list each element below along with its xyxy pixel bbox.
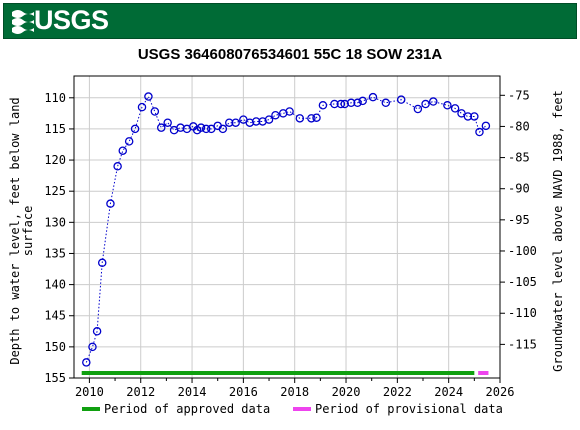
x-tick-label: 2014 (178, 385, 207, 399)
legend: Period of approved data Period of provisi… (82, 402, 503, 416)
y-axis-right-label: Groundwater level above NAVD 1988, feet (551, 90, 565, 372)
chart-title: USGS 364608076534601 55C 18 SOW 231A (138, 46, 443, 63)
y-right-tick-label: -105 (508, 275, 537, 289)
y-left-tick-label: 110 (44, 91, 66, 105)
data-point (481, 121, 491, 131)
x-tick-label: 2022 (383, 385, 412, 399)
y-axis-left-label-line1: Depth to water level, feet below land (8, 97, 22, 364)
y-left-tick-label: 135 (44, 246, 66, 260)
data-point (463, 112, 473, 121)
y-axis-right: -75 -80 -85 -90 -95 -100 -105 -110 -115 (500, 88, 537, 351)
data-point (82, 358, 91, 367)
data-point (130, 124, 140, 134)
x-tick-label: 2010 (75, 385, 104, 399)
data-point (271, 110, 280, 120)
x-tick-label: 2018 (280, 385, 309, 399)
usgs-wave-icon (12, 10, 34, 34)
data-periods (81, 371, 489, 375)
data-point (421, 99, 430, 109)
data-point (429, 97, 438, 106)
period-bar (478, 371, 489, 375)
data-point (157, 123, 166, 132)
y-right-tick-label: -110 (508, 306, 537, 320)
data-point (231, 118, 240, 127)
legend-swatch (82, 407, 100, 411)
data-point (346, 98, 356, 108)
y-right-tick-label: -80 (508, 119, 530, 133)
data-point (218, 124, 228, 134)
data-point (307, 114, 316, 123)
x-tick-label: 2012 (126, 385, 155, 399)
x-tick-label: 2020 (332, 385, 361, 399)
data-point (106, 199, 115, 208)
data-point (353, 98, 362, 108)
data-point (113, 162, 122, 171)
x-tick-label: 2024 (434, 385, 463, 399)
y-right-tick-label: -115 (508, 337, 537, 351)
data-point (475, 127, 484, 137)
usgs-logo-text: USGS (34, 5, 109, 35)
y-axis-left-label-line2: surface (21, 206, 35, 257)
data-point (225, 118, 234, 127)
legend-swatch (293, 407, 311, 411)
y-right-tick-label: -90 (508, 182, 530, 196)
data-point (285, 107, 294, 116)
data-point (396, 95, 406, 104)
legend-label: Period of provisional data (315, 402, 503, 416)
data-point (92, 327, 102, 336)
data-point (381, 98, 391, 108)
data-point (450, 104, 460, 113)
data-point (264, 115, 274, 124)
y-axis-left: 110 115 120 125 130 135 140 145 150 155 (44, 91, 74, 385)
y-left-tick-label: 125 (44, 184, 66, 198)
data-point (358, 96, 367, 106)
y-left-tick-label: 145 (44, 309, 66, 323)
y-left-tick-label: 130 (44, 215, 66, 229)
data-point (413, 104, 423, 114)
x-tick-label: 2026 (486, 385, 515, 399)
y-left-tick-label: 115 (44, 122, 66, 136)
y-right-tick-label: -75 (508, 88, 530, 102)
y-left-tick-label: 140 (44, 278, 66, 292)
x-axis: 2010 2012 2014 2016 2018 2020 2022 2024 2026 (75, 378, 515, 399)
usgs-header-bar: USGS (3, 3, 577, 39)
data-point (137, 102, 147, 112)
data-point (88, 342, 97, 352)
data-point (251, 117, 261, 126)
data-point (295, 114, 305, 123)
data-point (318, 101, 328, 110)
data-point (368, 92, 378, 102)
data-point (201, 124, 211, 134)
grid-lines (74, 76, 501, 378)
y-right-tick-label: -95 (508, 213, 530, 227)
data-point (124, 137, 134, 146)
data-point (144, 92, 153, 101)
data-point (196, 123, 206, 132)
y-right-tick-label: -100 (508, 244, 537, 258)
data-point (443, 101, 452, 110)
data-point (330, 99, 339, 109)
y-right-tick-label: -85 (508, 151, 530, 165)
data-point (97, 258, 107, 268)
y-left-tick-label: 155 (44, 371, 66, 385)
series-line (85, 95, 487, 363)
x-tick-label: 2016 (229, 385, 258, 399)
plot-frame (73, 75, 501, 379)
data-point (336, 99, 346, 109)
data-point (150, 107, 160, 116)
y-left-tick-label: 150 (44, 340, 66, 354)
data-point (312, 113, 321, 122)
data-point (118, 146, 128, 155)
legend-label: Period of approved data (104, 402, 270, 416)
data-point (163, 118, 172, 127)
period-bar (81, 371, 475, 375)
data-point (470, 112, 479, 121)
series-points (82, 92, 491, 367)
y-left-tick-label: 120 (44, 153, 66, 167)
